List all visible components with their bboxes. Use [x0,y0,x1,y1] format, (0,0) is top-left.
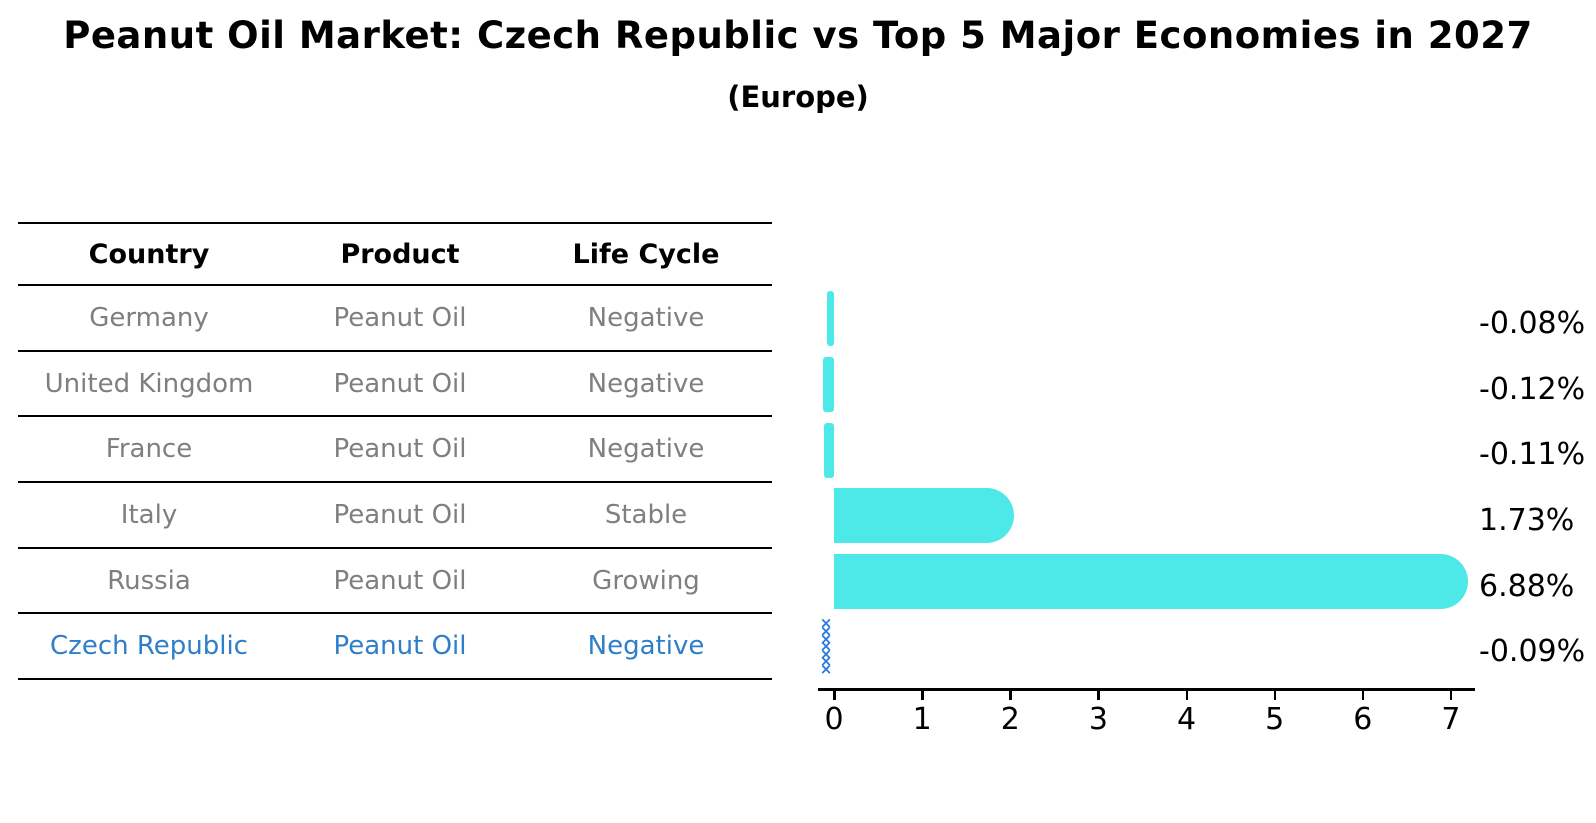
column-header-country: Country [88,238,210,270]
value-label: -0.09% [1479,634,1586,670]
value-label: -0.12% [1479,371,1586,407]
table-header-row: Country Product Life Cycle [18,222,772,286]
column-header-product: Product [340,238,460,270]
bar-italy [834,488,1014,544]
tick-mark [1449,691,1453,700]
tick-label: 2 [1000,702,1020,737]
x-marker-glyph: × [819,614,833,633]
tick-label: 7 [1441,702,1461,737]
x-marker-column-czech-republic: × × × × × × × [817,614,835,678]
cell-product: Peanut Oil [333,499,467,530]
cell-life-cycle: Negative [587,368,705,399]
x-marker-glyph: × [819,637,833,656]
table-row-czech-republic: Czech Republic Peanut Oil Negative [18,614,772,681]
tick-mark [1097,691,1100,700]
table-row-france: France Peanut Oil Negative [18,417,772,484]
column-header-life-cycle: Life Cycle [572,238,720,270]
tick-label: 4 [1177,702,1197,737]
x-marker-glyph: × [819,629,833,648]
tick-mark [1361,691,1365,700]
cell-country: United Kingdom [44,368,254,399]
tick-label: 0 [824,702,844,737]
chart-subtitle: (Europe) [727,80,869,114]
bar-russia [834,554,1468,610]
cell-product: Peanut Oil [333,302,467,333]
cell-life-cycle: Negative [587,302,705,333]
cell-product: Peanut Oil [333,631,467,662]
tick-label: 5 [1265,702,1285,737]
cell-country: Italy [120,499,178,530]
x-marker-glyph: × [819,659,833,678]
x-marker-glyph: × [819,621,833,640]
cell-product: Peanut Oil [333,565,467,596]
value-label: 1.73% [1479,502,1575,538]
table-row-united-kingdom: United Kingdom Peanut Oil Negative [18,352,772,418]
cell-country: Russia [107,565,191,596]
tick-mark [921,691,924,700]
cell-country: France [105,434,193,465]
tick-mark [833,691,836,700]
cell-product: Peanut Oil [333,368,467,399]
chart-title: Peanut Oil Market: Czech Republic vs Top… [63,14,1533,57]
tick-label: 6 [1353,702,1373,737]
x-axis-line [818,688,1475,691]
cell-life-cycle: Stable [604,499,688,530]
value-label: -0.08% [1479,305,1586,341]
cell-life-cycle: Negative [587,631,705,662]
cell-country: Czech Republic [50,631,248,662]
x-marker-glyph: × [819,644,833,663]
tick-mark [1185,691,1189,700]
bar-germany [826,291,834,347]
value-label: -0.11% [1479,437,1586,473]
table-row-italy: Italy Peanut Oil Stable [18,483,772,549]
tick-label: 1 [912,702,932,737]
cell-country: Germany [89,302,209,333]
tick-label: 3 [1088,702,1108,737]
cell-life-cycle: Negative [587,434,705,465]
cell-product: Peanut Oil [333,434,467,465]
x-marker-glyph: × [819,652,833,671]
value-label: 6.88% [1479,568,1575,604]
tick-mark [1009,691,1012,700]
country-table: Country Product Life Cycle Germany Peanu… [18,222,772,681]
bar-france [824,422,834,478]
tick-mark [1273,691,1277,700]
bar-united-kingdom [823,357,834,413]
table-row-germany: Germany Peanut Oil Negative [18,286,772,352]
cell-life-cycle: Growing [592,565,700,596]
table-row-russia: Russia Peanut Oil Growing [18,549,772,615]
